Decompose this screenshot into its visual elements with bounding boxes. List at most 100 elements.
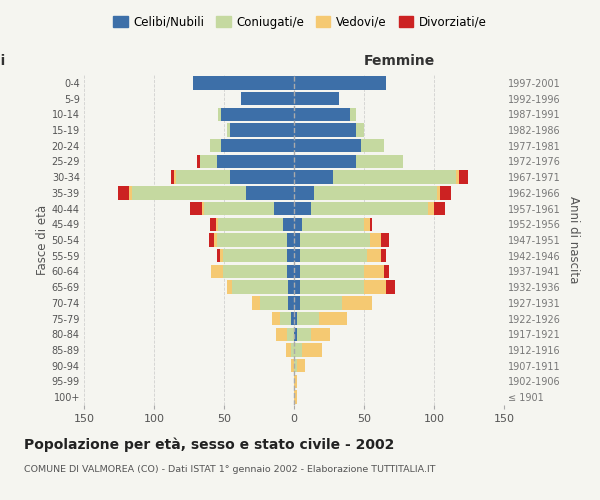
Bar xyxy=(294,328,297,341)
Bar xyxy=(287,249,294,262)
Bar xyxy=(428,202,434,215)
Bar xyxy=(457,170,459,184)
Bar xyxy=(294,264,299,278)
Bar xyxy=(252,296,260,310)
Bar xyxy=(176,170,230,184)
Bar xyxy=(218,108,221,121)
Bar xyxy=(299,264,364,278)
Bar xyxy=(173,170,176,184)
Legend: Celibi/Nubili, Coniugati/e, Vedovi/e, Divorziati/e: Celibi/Nubili, Coniugati/e, Vedovi/e, Di… xyxy=(109,11,491,34)
Bar xyxy=(131,186,247,200)
Bar xyxy=(230,170,294,184)
Bar xyxy=(459,170,467,184)
Bar xyxy=(302,344,322,356)
Bar xyxy=(217,249,220,262)
Bar xyxy=(294,234,299,246)
Bar xyxy=(274,202,294,215)
Bar xyxy=(247,186,294,200)
Bar xyxy=(381,234,389,246)
Bar xyxy=(294,170,333,184)
Bar xyxy=(294,202,311,215)
Bar xyxy=(294,92,339,106)
Bar xyxy=(214,234,217,246)
Bar xyxy=(294,124,356,136)
Bar xyxy=(294,312,297,325)
Bar xyxy=(287,328,294,341)
Bar xyxy=(294,186,314,200)
Bar xyxy=(297,328,311,341)
Bar xyxy=(190,202,202,215)
Bar xyxy=(294,344,302,356)
Bar xyxy=(370,234,381,246)
Bar xyxy=(356,124,364,136)
Bar xyxy=(386,280,395,294)
Bar xyxy=(276,328,287,341)
Bar xyxy=(241,92,294,106)
Bar xyxy=(129,186,131,200)
Bar xyxy=(287,264,294,278)
Bar xyxy=(314,186,437,200)
Y-axis label: Fasce di età: Fasce di età xyxy=(35,205,49,275)
Y-axis label: Anni di nascita: Anni di nascita xyxy=(568,196,580,284)
Bar xyxy=(294,108,350,121)
Bar xyxy=(217,155,294,168)
Bar xyxy=(299,234,370,246)
Bar xyxy=(294,375,297,388)
Bar xyxy=(280,312,291,325)
Bar xyxy=(361,139,383,152)
Bar xyxy=(218,218,283,231)
Bar xyxy=(294,390,297,404)
Bar xyxy=(232,280,289,294)
Bar xyxy=(197,155,200,168)
Bar xyxy=(209,234,214,246)
Bar xyxy=(287,234,294,246)
Bar xyxy=(215,218,218,231)
Text: Femmine: Femmine xyxy=(364,54,434,68)
Bar xyxy=(220,249,223,262)
Bar xyxy=(227,280,232,294)
Bar xyxy=(299,249,367,262)
Bar xyxy=(223,264,287,278)
Bar xyxy=(289,280,294,294)
Bar xyxy=(223,249,287,262)
Text: Maschi: Maschi xyxy=(0,54,6,68)
Bar xyxy=(437,186,440,200)
Bar xyxy=(297,312,319,325)
Bar xyxy=(319,312,347,325)
Bar xyxy=(217,234,287,246)
Bar xyxy=(333,170,457,184)
Bar xyxy=(311,328,331,341)
Bar xyxy=(299,296,341,310)
Bar xyxy=(294,280,299,294)
Bar xyxy=(227,124,230,136)
Bar xyxy=(297,359,305,372)
Bar xyxy=(294,296,299,310)
Bar xyxy=(221,108,294,121)
Bar xyxy=(202,202,205,215)
Bar xyxy=(210,139,221,152)
Bar xyxy=(440,186,451,200)
Bar xyxy=(364,218,370,231)
Bar xyxy=(367,249,381,262)
Bar xyxy=(294,359,297,372)
Bar xyxy=(211,264,223,278)
Bar xyxy=(434,202,445,215)
Bar xyxy=(205,202,274,215)
Bar xyxy=(260,296,289,310)
Bar xyxy=(294,155,356,168)
Bar xyxy=(283,218,294,231)
Bar xyxy=(383,264,389,278)
Bar xyxy=(118,186,129,200)
Bar xyxy=(364,264,383,278)
Bar xyxy=(350,108,356,121)
Bar xyxy=(356,155,403,168)
Bar xyxy=(341,296,373,310)
Bar xyxy=(200,155,217,168)
Bar xyxy=(171,170,173,184)
Bar xyxy=(291,312,294,325)
Bar xyxy=(294,249,299,262)
Bar xyxy=(294,76,386,90)
Bar xyxy=(370,218,373,231)
Bar xyxy=(302,218,364,231)
Bar xyxy=(294,139,361,152)
